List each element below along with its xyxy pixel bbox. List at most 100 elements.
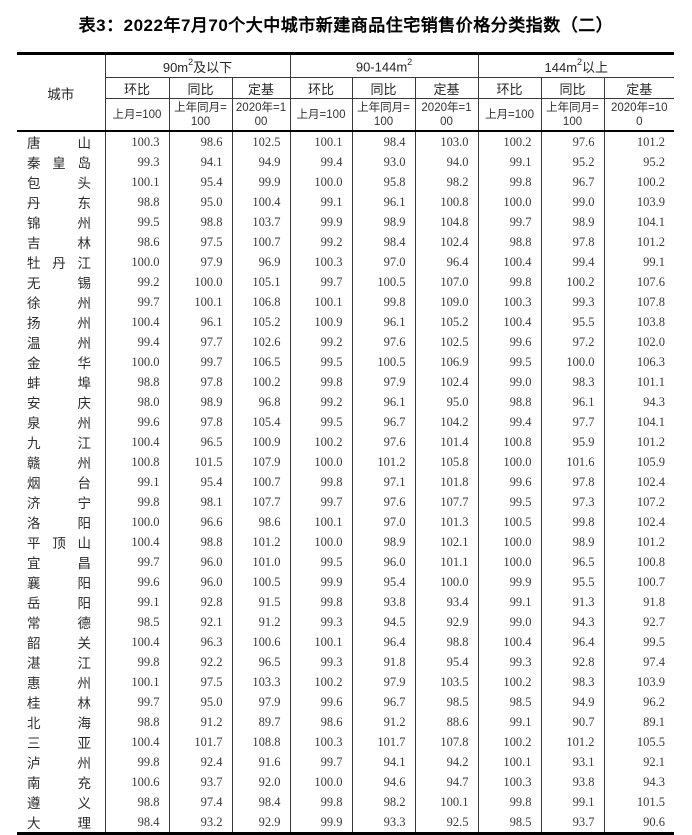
index-value: 99.9	[290, 212, 353, 232]
index-value: 104.2	[415, 412, 479, 432]
index-value: 99.8	[478, 172, 542, 192]
index-value: 98.8	[478, 232, 542, 252]
index-value: 100.8	[478, 432, 542, 452]
index-value: 97.9	[352, 372, 416, 392]
city-name: 韶关	[27, 636, 91, 651]
index-value: 105.2	[415, 312, 479, 332]
index-value: 106.5	[232, 352, 291, 372]
index-value: 100.2	[478, 131, 542, 152]
index-value: 96.5	[541, 552, 605, 572]
index-value: 94.2	[415, 752, 479, 772]
group-label-text: 90m	[162, 59, 189, 75]
index-value: 96.5	[232, 652, 291, 672]
city-name: 南充	[27, 776, 91, 791]
index-value: 96.1	[352, 192, 416, 212]
index-value: 99.9	[478, 572, 542, 592]
city-name: 秦皇岛	[27, 156, 91, 171]
index-value: 91.6	[232, 752, 291, 772]
city-name: 大理	[27, 816, 91, 831]
city-name: 丹东	[27, 196, 91, 211]
table-row: 无锡 99.2 100.0 105.1 99.7 100.5 107.0 99.…	[17, 272, 674, 292]
index-value: 96.3	[169, 632, 233, 652]
index-value: 104.1	[636, 414, 666, 429]
index-value: 92.9	[232, 812, 291, 834]
subheader-mom-g1: 上月=100	[105, 98, 170, 132]
subheader-line: 2020年=1	[421, 101, 472, 114]
index-value: 100.1	[105, 672, 170, 692]
city-name: 蚌埠	[27, 376, 91, 391]
index-value: 91.2	[169, 712, 233, 732]
index-value: 100.0	[478, 452, 542, 472]
index-value: 95.4	[169, 172, 233, 192]
index-value: 99.3	[105, 152, 170, 172]
index-value: 99.6	[105, 412, 170, 432]
city-name: 桂林	[27, 696, 91, 711]
index-value: 100.1	[290, 632, 353, 652]
index-value: 100.2	[478, 672, 542, 692]
index-value: 98.2	[415, 172, 479, 192]
index-value: 105.8	[415, 452, 479, 472]
index-value: 101.1	[415, 552, 479, 572]
index-value: 91.5	[232, 592, 291, 612]
index-value: 99.8	[541, 512, 605, 532]
index-value: 102.4	[636, 514, 666, 529]
index-value: 98.6	[105, 232, 170, 252]
index-value: 102.4	[415, 232, 479, 252]
index-value: 88.6	[415, 712, 479, 732]
table-row: 蚌埠 98.8 97.8 100.2 99.8 97.9 102.4 99.0 …	[17, 372, 674, 392]
index-value: 98.9	[169, 392, 233, 412]
index-value: 92.5	[415, 812, 479, 834]
index-value: 100.4	[478, 632, 542, 652]
index-value: 93.8	[352, 592, 416, 612]
table-row: 安庆 98.0 98.9 96.8 99.2 96.1 95.0 98.8 96…	[17, 392, 674, 412]
index-value: 99.3	[478, 652, 542, 672]
table-row: 赣州 100.8 101.5 107.9 100.0 101.2 105.8 1…	[17, 452, 674, 472]
index-value: 108.8	[232, 732, 291, 752]
page-title: 表3：2022年7月70个大中城市新建商品住宅销售价格分类指数（二）	[78, 16, 614, 35]
index-value: 100.9	[290, 312, 353, 332]
group-label-text: 144m	[544, 59, 578, 75]
index-value: 97.7	[169, 332, 233, 352]
index-value: 99.7	[478, 212, 542, 232]
index-value: 109.0	[415, 292, 479, 312]
index-value: 98.5	[478, 692, 542, 712]
index-value: 93.0	[352, 152, 416, 172]
index-value: 99.0	[478, 372, 542, 392]
index-value: 95.5	[541, 312, 605, 332]
index-value: 92.9	[415, 612, 479, 632]
city-name: 无锡	[27, 276, 91, 291]
index-value: 99.3	[290, 612, 353, 632]
index-value: 101.3	[415, 512, 479, 532]
index-value: 98.5	[415, 692, 479, 712]
index-value: 98.9	[541, 532, 605, 552]
superscript-2-icon: 2	[188, 57, 194, 68]
index-value: 96.2	[643, 694, 666, 709]
index-value: 107.2	[636, 494, 666, 509]
index-value: 92.1	[643, 754, 666, 769]
index-value: 96.4	[352, 632, 416, 652]
index-value: 102.4	[636, 474, 666, 489]
table-row: 惠州 100.1 97.5 103.3 100.2 97.9 103.5 100…	[17, 672, 674, 692]
index-value: 97.5	[169, 232, 233, 252]
subheader-line: 上月=100	[296, 108, 346, 121]
index-value: 100.0	[290, 172, 353, 192]
index-value: 101.2	[636, 534, 666, 549]
index-value: 99.8	[105, 652, 170, 672]
index-value: 99.8	[290, 792, 353, 812]
index-value: 94.7	[415, 772, 479, 792]
index-value: 95.0	[415, 392, 479, 412]
index-value: 99.8	[290, 372, 353, 392]
index-value: 92.8	[541, 652, 605, 672]
index-value: 100.0	[415, 572, 479, 592]
table-row: 泉州 99.6 97.8 105.4 99.5 96.7 104.2 99.4 …	[17, 412, 674, 432]
index-value: 99.4	[105, 332, 170, 352]
index-value: 105.9	[636, 454, 666, 469]
index-value: 99.7	[290, 272, 353, 292]
city-name: 平顶山	[27, 536, 91, 551]
city-name: 赣州	[27, 456, 91, 471]
index-value: 96.9	[232, 252, 291, 272]
index-value: 100.0	[478, 532, 542, 552]
index-value: 96.1	[352, 312, 416, 332]
subheader-line: 2020年=1	[235, 101, 287, 114]
